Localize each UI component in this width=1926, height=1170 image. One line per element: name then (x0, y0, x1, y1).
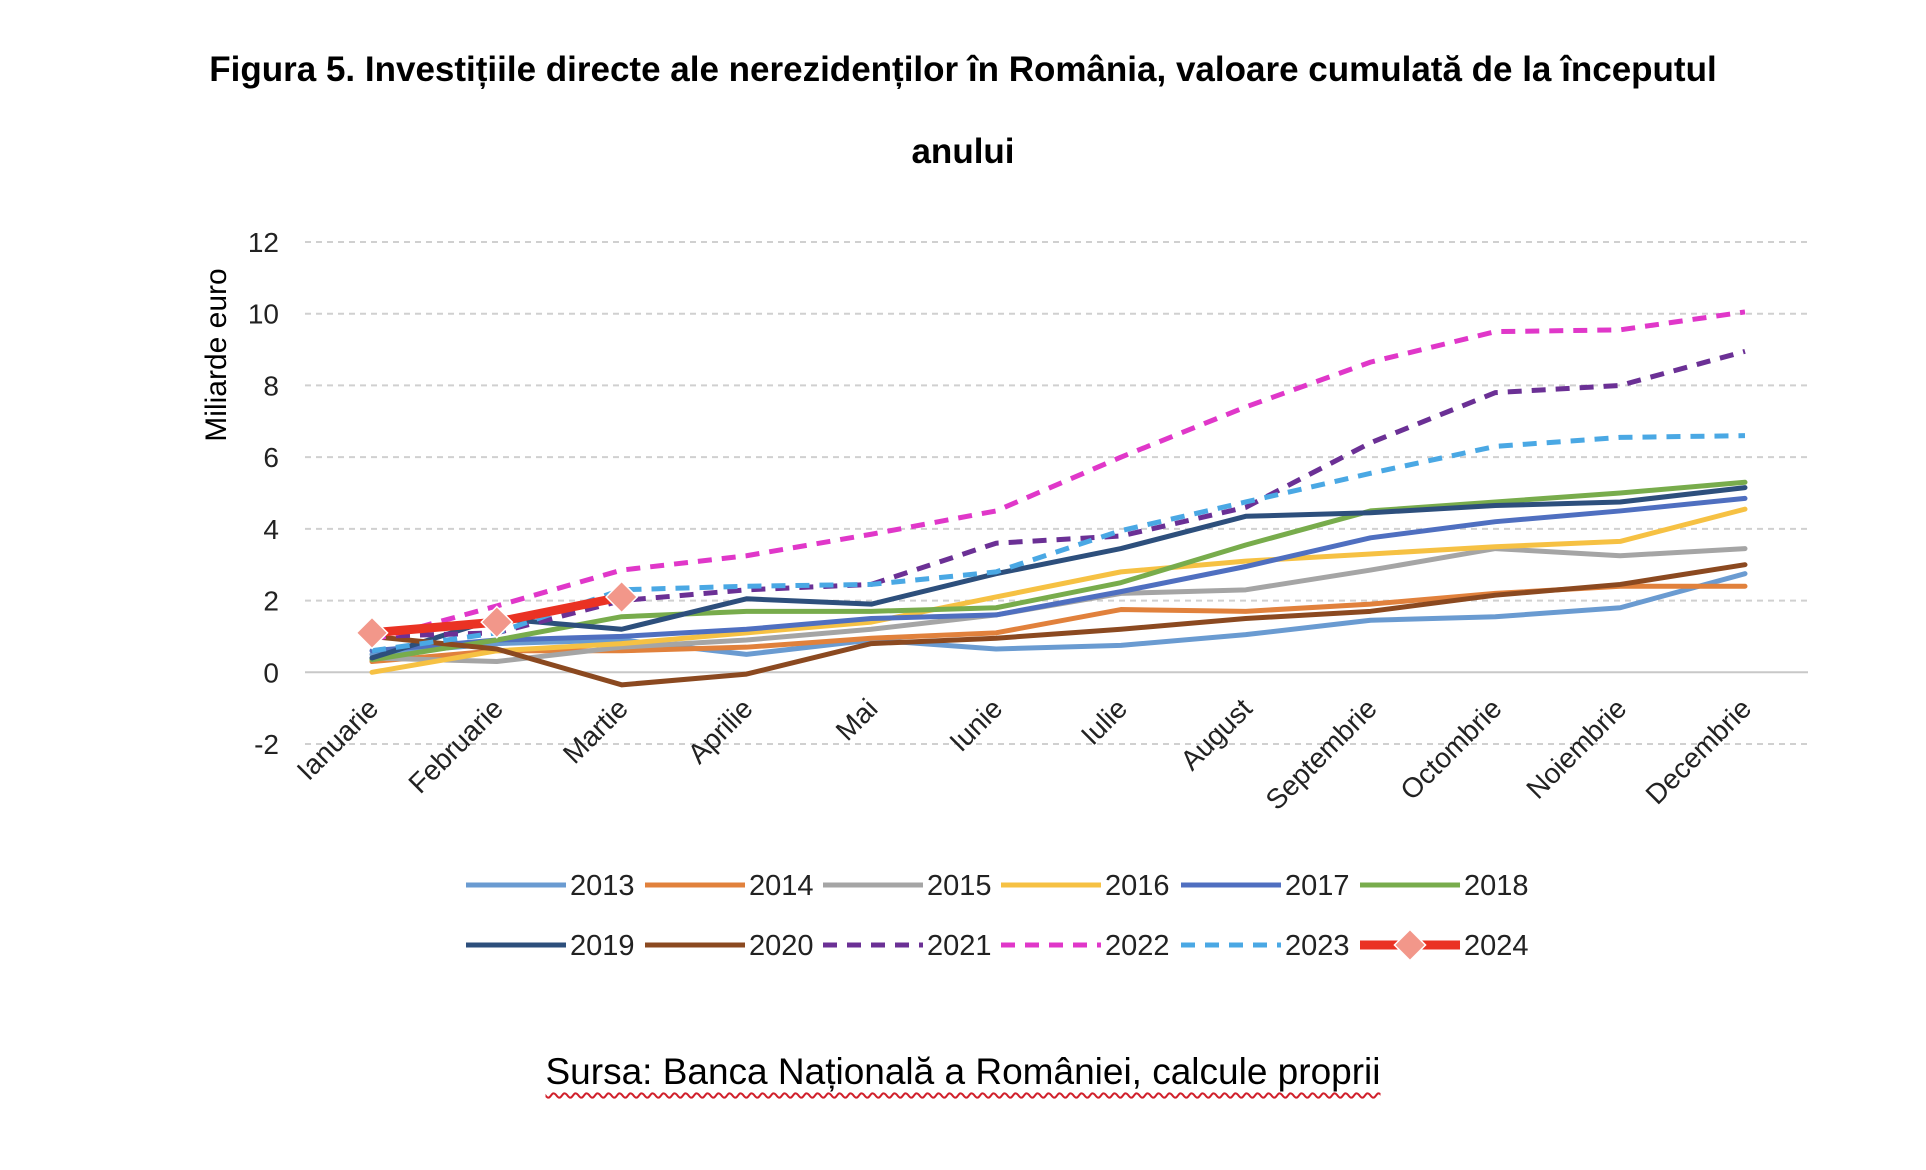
legend-label-2021: 2021 (927, 930, 992, 962)
y-tick-label: 0 (263, 657, 279, 688)
y-tick-label: -2 (254, 729, 279, 760)
x-tick-label: Septembrie (1260, 693, 1383, 816)
series-line-2019 (369, 485, 1748, 661)
chart-title-line1: Figura 5. Investițiile directe ale nerez… (209, 50, 1717, 89)
y-tick-label: 12 (248, 227, 279, 258)
series-lines (355, 309, 1748, 688)
legend-label-2020: 2020 (749, 930, 814, 962)
legend-label-2022: 2022 (1105, 930, 1170, 962)
x-tick-label: August (1174, 692, 1258, 776)
x-tick-label: Octombrie (1394, 693, 1507, 806)
legend-label-2015: 2015 (927, 870, 992, 902)
legend: 2013 2014 2015 2016 2017 2018 2019 2020 2021 2022… (466, 870, 1529, 962)
x-tick-label: Ianuarie (291, 693, 384, 786)
series-line-2017 (369, 495, 1748, 654)
series-line-2020 (369, 562, 1748, 688)
grid-lines (305, 241, 1808, 745)
x-tick-label: Iunie (943, 693, 1008, 758)
y-tick-label: 2 (263, 586, 279, 617)
y-tick-label: 4 (263, 514, 279, 545)
source-note: Sursa: Banca Națională a României, calcu… (0, 1050, 1926, 1094)
source-text: Sursa: Banca Națională a României, calcu… (545, 1051, 1381, 1092)
legend-label-2018: 2018 (1464, 870, 1529, 902)
legend-label-2019: 2019 (570, 930, 635, 962)
data-point-2024 (605, 580, 639, 614)
legend-label-2014: 2014 (749, 870, 814, 902)
x-axis-ticks: Ianuarie Februarie Martie Aprilie Mai Iunie Iu… (291, 692, 1757, 815)
legend-label-2013: 2013 (570, 870, 635, 902)
series-line-2018 (369, 479, 1748, 663)
series-line-2023 (371, 433, 1746, 654)
x-tick-label: Februarie (402, 693, 509, 800)
series-line-2013 (369, 571, 1748, 657)
y-tick-label: 6 (263, 442, 279, 473)
y-tick-label: 10 (248, 299, 279, 330)
y-axis-label: Miliarde euro (200, 268, 233, 441)
x-tick-label: Decembrie (1640, 693, 1758, 811)
series-line-2016 (369, 506, 1748, 675)
y-axis-ticks: -2 0 2 4 6 8 10 12 (248, 227, 279, 760)
legend-label-2023: 2023 (1285, 930, 1350, 962)
x-tick-label: Martie (557, 693, 634, 770)
series-line-2021 (371, 348, 1746, 639)
x-tick-label: Iulie (1075, 693, 1133, 751)
series-line-2022 (371, 309, 1746, 643)
legend-label-2016: 2016 (1105, 870, 1170, 902)
data-point-2024 (480, 605, 514, 639)
x-tick-label: Mai (830, 693, 884, 747)
chart-title-line2: anului (911, 132, 1015, 171)
legend-label-2017: 2017 (1285, 870, 1350, 902)
x-tick-label: Noiembrie (1520, 693, 1632, 805)
legend-label-2024: 2024 (1464, 930, 1529, 962)
data-point-2024 (355, 616, 389, 650)
x-tick-label: Aprilie (682, 693, 759, 770)
legend-marker-2024 (1393, 928, 1427, 962)
y-tick-label: 8 (263, 370, 279, 401)
